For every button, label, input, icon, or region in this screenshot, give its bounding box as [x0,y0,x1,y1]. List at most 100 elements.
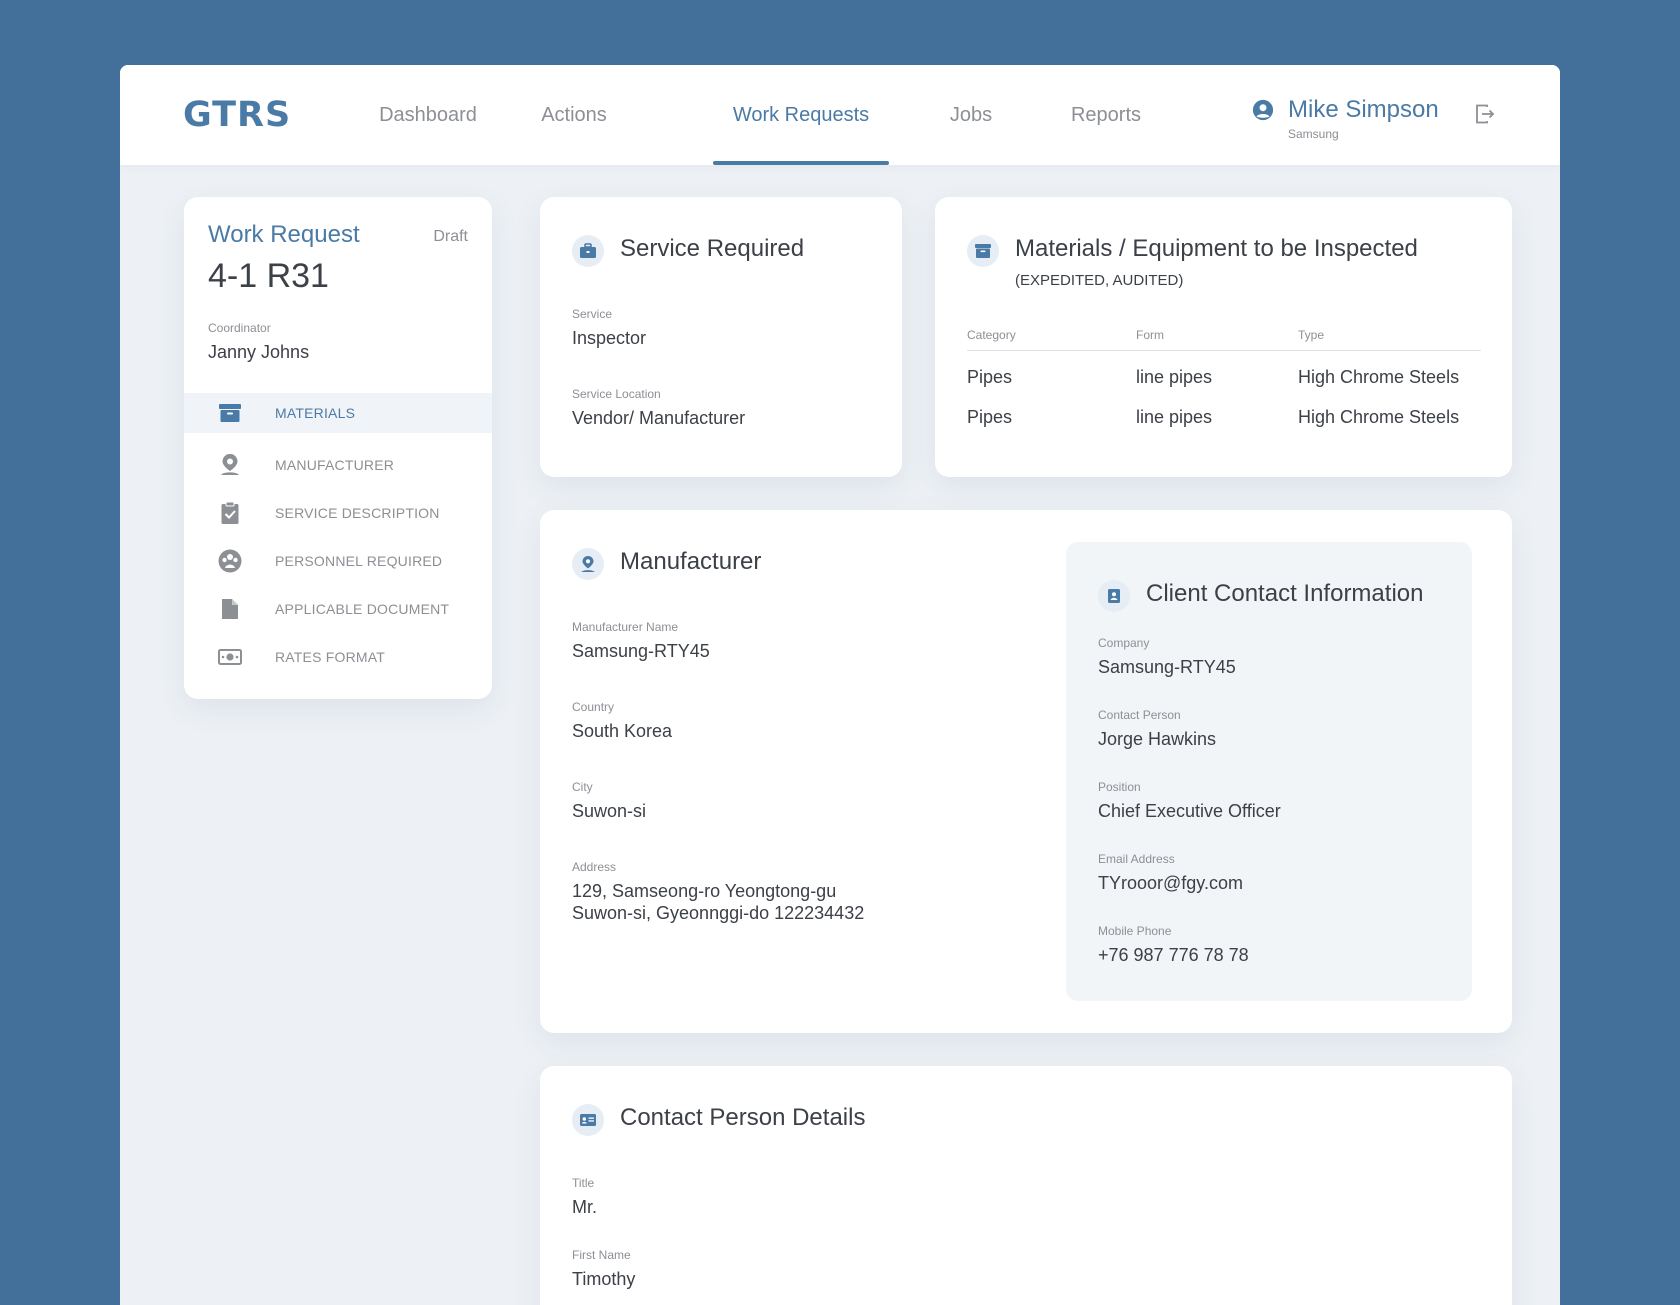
materials-table: Category Form Type Pipes line pipes High… [967,328,1481,431]
email-label: Email Address [1098,852,1175,866]
manufacturer-card: Manufacturer Manufacturer Name Samsung-R… [540,510,1512,1033]
nav-reports[interactable]: Reports [1070,104,1142,126]
position-label: Position [1098,780,1141,794]
service-label: Service [572,307,613,321]
sidebar-item-rates-format[interactable]: RATES FORMAT [184,633,492,681]
service-location-value: Vendor/ Manufacturer [572,408,746,428]
service-required-card: Service Required Service Inspector Servi… [540,197,902,477]
address-line-1: 129, Samseong-ro Yeongtong-gu [572,881,837,901]
archive-box-icon [967,235,999,267]
email-value[interactable]: TYrooor@fgy.com [1098,873,1243,893]
app-window: GTRS Dashboard Actions Work Requests Job… [120,65,1560,1305]
work-request-sidebar: Work Request Draft 4-1 R31 Coordinator J… [184,197,492,699]
briefcase-icon [572,235,604,267]
mobile-phone-value[interactable]: +76 987 776 78 78 [1098,945,1249,965]
coordinator-value: Janny Johns [208,342,310,362]
sidebar-menu: MATERIALS MANUFACTURER SERVICE DESCRIPTI… [184,393,492,681]
manufacturer-name-field: Manufacturer Name Samsung-RTY45 [572,620,710,662]
first-name-value: Timothy [572,1269,636,1289]
service-value: Inspector [572,328,647,348]
contact-person-label: Contact Person [1098,708,1181,722]
sidebar-item-label: PERSONNEL REQUIRED [275,553,443,569]
nav-actions[interactable]: Actions [541,104,607,126]
coordinator-label: Coordinator [208,321,271,335]
service-location-label: Service Location [572,387,661,401]
location-pin-icon [218,453,242,477]
app-logo[interactable]: GTRS [183,95,292,135]
email-field: Email Address TYrooor@fgy.com [1098,852,1243,894]
sidebar-item-applicable-document[interactable]: APPLICABLE DOCUMENT [184,585,492,633]
sidebar-item-label: APPLICABLE DOCUMENT [275,601,450,617]
service-field: Service Inspector [572,307,646,349]
address-line-2: Suwon-si, Gyeonnggi-do 122234432 [572,903,865,923]
logout-icon[interactable] [1473,102,1497,126]
contact-person-value: Jorge Hawkins [1098,729,1217,749]
location-pin-icon [572,548,604,580]
sidebar-item-service-description[interactable]: SERVICE DESCRIPTION [184,489,492,537]
column-header-type: Type [1298,328,1481,351]
archive-box-icon [218,401,242,425]
first-name-field: First Name Timothy [572,1248,635,1290]
group-icon [218,549,242,573]
column-header-form: Form [1136,328,1298,351]
contact-person-field: Contact Person Jorge Hawkins [1098,708,1216,750]
top-header: GTRS Dashboard Actions Work Requests Job… [120,65,1560,165]
manufacturer-name-value: Samsung-RTY45 [572,641,710,661]
mobile-phone-label: Mobile Phone [1098,924,1172,938]
work-request-id: 4-1 R31 [208,257,329,295]
contact-person-card: Contact Person Details Title Mr. First N… [540,1066,1512,1305]
sidebar-item-manufacturer[interactable]: MANUFACTURER [184,441,492,489]
money-icon [218,645,242,669]
title-label: Title [572,1176,595,1190]
column-header-category: Category [967,328,1136,351]
sidebar-item-label: SERVICE DESCRIPTION [275,505,440,521]
section-subtitle: (EXPEDITED, AUDITED) [1015,272,1184,289]
table-cell: Pipes [967,407,1013,427]
section-title: Service Required [620,235,805,262]
section-title: Manufacturer [620,548,762,575]
nav-dashboard[interactable]: Dashboard [379,104,477,126]
table-cell: Pipes [967,367,1013,387]
section-title: Client Contact Information [1146,580,1424,607]
id-card-icon [572,1104,604,1136]
user-name[interactable]: Mike Simpson [1288,96,1439,123]
table-cell: line pipes [1136,407,1213,427]
document-icon [218,597,242,621]
first-name-label: First Name [572,1248,631,1262]
company-field: Company Samsung-RTY45 [1098,636,1236,678]
section-title: Contact Person Details [620,1104,866,1131]
status-badge: Draft [433,228,468,245]
table-header-row: Category Form Type [967,328,1481,351]
sidebar-item-materials[interactable]: MATERIALS [184,393,492,433]
sidebar-item-label: MANUFACTURER [275,457,395,473]
sidebar-title: Work Request [208,221,360,248]
address-field: Address 129, Samseong-ro Yeongtong-gu Su… [572,860,864,924]
contact-card-icon [1098,580,1130,612]
nav-jobs[interactable]: Jobs [949,104,993,126]
mobile-phone-field: Mobile Phone +76 987 776 78 78 [1098,924,1249,966]
city-field: City Suwon-si [572,780,646,822]
table-row: Pipes line pipes High Chrome Steels [967,351,1481,392]
sidebar-item-label: RATES FORMAT [275,649,385,665]
table-row: Pipes line pipes High Chrome Steels [967,391,1481,431]
clipboard-icon [218,501,242,525]
position-value: Chief Executive Officer [1098,801,1281,821]
table-cell: High Chrome Steels [1298,367,1460,387]
company-value: Samsung-RTY45 [1098,657,1236,677]
materials-card: Materials / Equipment to be Inspected (E… [935,197,1512,477]
table-cell: line pipes [1136,367,1213,387]
sidebar-item-personnel-required[interactable]: PERSONNEL REQUIRED [184,537,492,585]
city-value: Suwon-si [572,801,647,821]
country-field: Country South Korea [572,700,672,742]
country-value: South Korea [572,721,673,741]
position-field: Position Chief Executive Officer [1098,780,1281,822]
manufacturer-name-label: Manufacturer Name [572,620,679,634]
nav-work-requests[interactable]: Work Requests [713,65,889,165]
user-circle-icon [1252,99,1274,121]
sidebar-item-label: MATERIALS [275,405,356,421]
country-label: Country [572,700,615,714]
service-location-field: Service Location Vendor/ Manufacturer [572,387,745,429]
company-label: Company [1098,636,1150,650]
title-field: Title Mr. [572,1176,597,1218]
table-cell: High Chrome Steels [1298,407,1460,427]
